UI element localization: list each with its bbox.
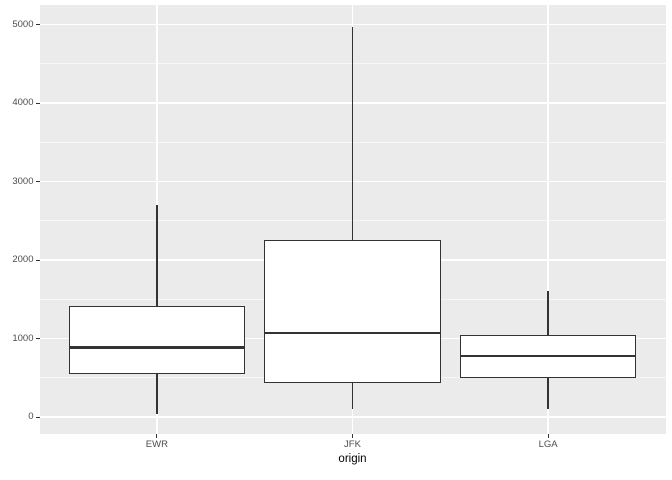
lga-lower-whisker bbox=[547, 378, 549, 409]
y-tick-label-3000: 3000 bbox=[12, 175, 34, 187]
x-tick-label-lga: LGA bbox=[538, 439, 558, 450]
x-tick-mark-lga bbox=[547, 433, 549, 438]
ewr-lower-whisker bbox=[156, 374, 158, 414]
y-tick-mark-4000 bbox=[35, 102, 40, 104]
lga-upper-whisker bbox=[547, 291, 549, 336]
x-axis-title: origin bbox=[338, 453, 367, 465]
y-tick-label-5000: 5000 bbox=[12, 18, 34, 30]
ewr-box bbox=[68, 306, 245, 375]
y-tick-mark-3000 bbox=[35, 181, 40, 183]
x-tick-label-jfk: JFK bbox=[344, 439, 361, 450]
y-tick-mark-0 bbox=[35, 416, 40, 418]
ewr-upper-whisker bbox=[156, 205, 158, 307]
jfk-upper-whisker bbox=[351, 26, 354, 241]
x-tick-label-ewr: EWR bbox=[145, 439, 168, 450]
y-tick-mark-1000 bbox=[35, 338, 40, 340]
jfk-box bbox=[264, 240, 441, 383]
y-tick-mark-2000 bbox=[35, 259, 40, 261]
jfk-lower-whisker bbox=[351, 382, 354, 409]
y-tick-label-0: 0 bbox=[28, 411, 34, 423]
y-tick-mark-5000 bbox=[35, 24, 40, 26]
y-tick-label-4000: 4000 bbox=[12, 97, 34, 109]
jfk-median-line bbox=[264, 331, 441, 335]
plot-panel bbox=[39, 5, 666, 434]
x-tick-mark-jfk bbox=[351, 433, 354, 438]
gridline-major-x-lga bbox=[547, 5, 549, 434]
x-tick-mark-ewr bbox=[156, 433, 158, 438]
y-tick-label-1000: 1000 bbox=[12, 332, 34, 344]
lga-median-line bbox=[460, 354, 637, 358]
ewr-median-line bbox=[68, 346, 245, 349]
y-tick-label-2000: 2000 bbox=[12, 254, 34, 266]
